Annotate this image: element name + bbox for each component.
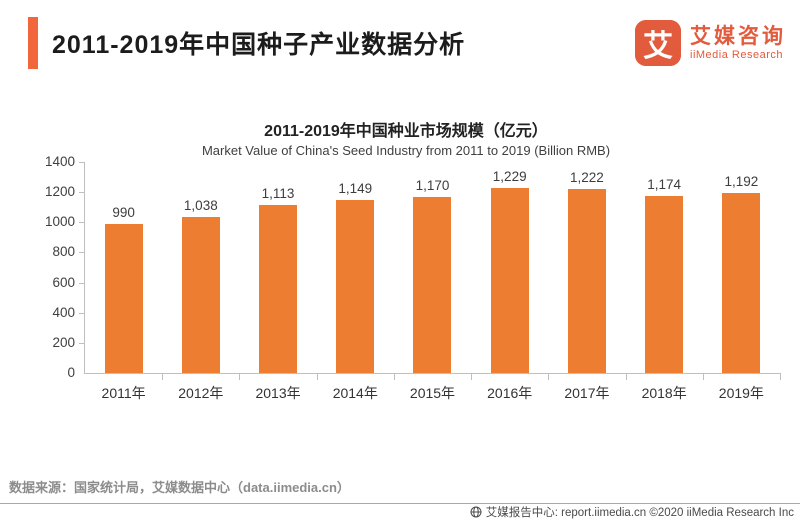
y-tick-label: 1200 bbox=[44, 184, 75, 200]
bar-value-label: 1,174 bbox=[647, 177, 682, 193]
bar bbox=[490, 187, 529, 373]
y-axis-tick bbox=[79, 252, 85, 254]
x-axis-tick bbox=[316, 373, 318, 380]
x-tick-label: 2011年 bbox=[101, 385, 146, 401]
bar-group: 1,038 2012年 bbox=[162, 162, 239, 401]
x-tick-label: 2019年 bbox=[718, 385, 764, 401]
x-tick-label: 2014年 bbox=[332, 385, 378, 401]
chart-title: 2011-2019年中国种业市场规模（亿元） bbox=[264, 123, 548, 140]
iimedia-logo: 艾 艾媒咨询 iiMedia Research bbox=[635, 20, 786, 66]
header: 2011-2019年中国种子产业数据分析 艾 艾媒咨询 iiMedia Rese… bbox=[28, 14, 786, 72]
iimedia-logo-icon: 艾 bbox=[635, 20, 681, 66]
logo-name-cn: 艾媒咨询 bbox=[690, 25, 786, 49]
x-axis-tick bbox=[780, 373, 781, 380]
bar bbox=[104, 223, 143, 373]
x-tick-label: 2018年 bbox=[641, 385, 687, 401]
title-accent-bar bbox=[28, 17, 38, 69]
logo-name-en: iiMedia Research bbox=[690, 48, 783, 61]
y-axis-tick bbox=[79, 222, 85, 224]
plot-area: 990 2011年 1,038 2012年 1,113 2013年 1,149 2014年 1,… bbox=[79, 162, 781, 401]
y-tick-label: 200 bbox=[52, 334, 75, 350]
y-tick-label: 800 bbox=[52, 244, 75, 260]
x-axis-tick bbox=[471, 373, 473, 380]
bar-value-label: 1,192 bbox=[724, 174, 759, 190]
chart-subtitle: Market Value of China's Seed Industry fr… bbox=[201, 143, 611, 158]
bar bbox=[336, 199, 375, 373]
chart-body: 0 200 400 600 800 1000 1200 1400 990 2011年 1,038 2… bbox=[32, 154, 781, 401]
y-axis-tick bbox=[79, 342, 85, 344]
page-title: 2011-2019年中国种子产业数据分析 bbox=[52, 31, 466, 59]
x-axis-tick bbox=[162, 373, 164, 380]
bar-value-label: 1,149 bbox=[338, 180, 373, 196]
x-tick-label: 2015年 bbox=[409, 385, 456, 401]
logo-text: 艾媒咨询 iiMedia Research bbox=[690, 25, 786, 60]
y-axis-tick bbox=[79, 192, 85, 194]
y-tick-label: 400 bbox=[52, 304, 75, 320]
y-tick-label: 1400 bbox=[44, 154, 75, 169]
y-tick-label: 0 bbox=[67, 365, 75, 380]
bar-value-label: 1,038 bbox=[183, 197, 218, 213]
y-axis-tick bbox=[79, 312, 85, 314]
y-tick-label: 1000 bbox=[44, 214, 75, 230]
bar-group: 1,229 2016年 bbox=[471, 162, 548, 401]
bar bbox=[181, 216, 220, 373]
bar-chart: 2011-2019年中国种业市场规模（亿元） Market Value of C… bbox=[32, 117, 781, 401]
data-source-note: 数据来源：国家统计局，艾媒数据中心（data.iimedia.cn） bbox=[9, 480, 350, 495]
bar-value-label: 1,113 bbox=[261, 186, 295, 202]
bar bbox=[645, 196, 684, 373]
x-axis-tick bbox=[393, 373, 395, 380]
bar-value-label: 990 bbox=[112, 204, 135, 220]
x-axis-tick bbox=[702, 373, 704, 380]
bar-group: 990 2011年 bbox=[85, 162, 162, 401]
bar-value-label: 1,229 bbox=[492, 168, 527, 184]
bar bbox=[259, 205, 298, 373]
x-tick-label: 2013年 bbox=[255, 385, 301, 401]
y-tick-label: 600 bbox=[52, 274, 75, 290]
globe-icon bbox=[470, 506, 482, 517]
x-tick-label: 2012年 bbox=[178, 385, 224, 401]
bar bbox=[413, 196, 452, 373]
x-tick-label: 2016年 bbox=[487, 385, 533, 401]
x-axis-tick bbox=[625, 373, 627, 380]
footer-text: 艾媒报告中心: report.iimedia.cn ©2020 iiMedia … bbox=[485, 506, 794, 519]
bar-group: 1,222 2017年 bbox=[548, 162, 625, 401]
bar-group: 1,149 2014年 bbox=[317, 162, 394, 401]
x-axis-tick bbox=[239, 373, 241, 380]
bar-group: 1,174 2018年 bbox=[626, 162, 703, 401]
bar-value-label: 1,170 bbox=[415, 177, 450, 193]
bar-group: 1,192 2019年 bbox=[703, 162, 780, 401]
x-axis-tick bbox=[548, 373, 550, 380]
bar-group: 1,113 2013年 bbox=[239, 162, 316, 401]
footer: 艾媒报告中心: report.iimedia.cn ©2020 iiMedia … bbox=[0, 503, 800, 520]
bar-value-label: 1,222 bbox=[570, 169, 604, 185]
x-tick-label: 2017年 bbox=[564, 385, 610, 401]
y-axis: 0 200 400 600 800 1000 1200 1400 bbox=[32, 154, 84, 380]
bar-group: 1,170 2015年 bbox=[394, 162, 471, 401]
y-axis-tick bbox=[79, 162, 85, 163]
bar bbox=[722, 193, 761, 373]
y-axis-tick bbox=[79, 282, 85, 284]
bar bbox=[567, 188, 606, 373]
